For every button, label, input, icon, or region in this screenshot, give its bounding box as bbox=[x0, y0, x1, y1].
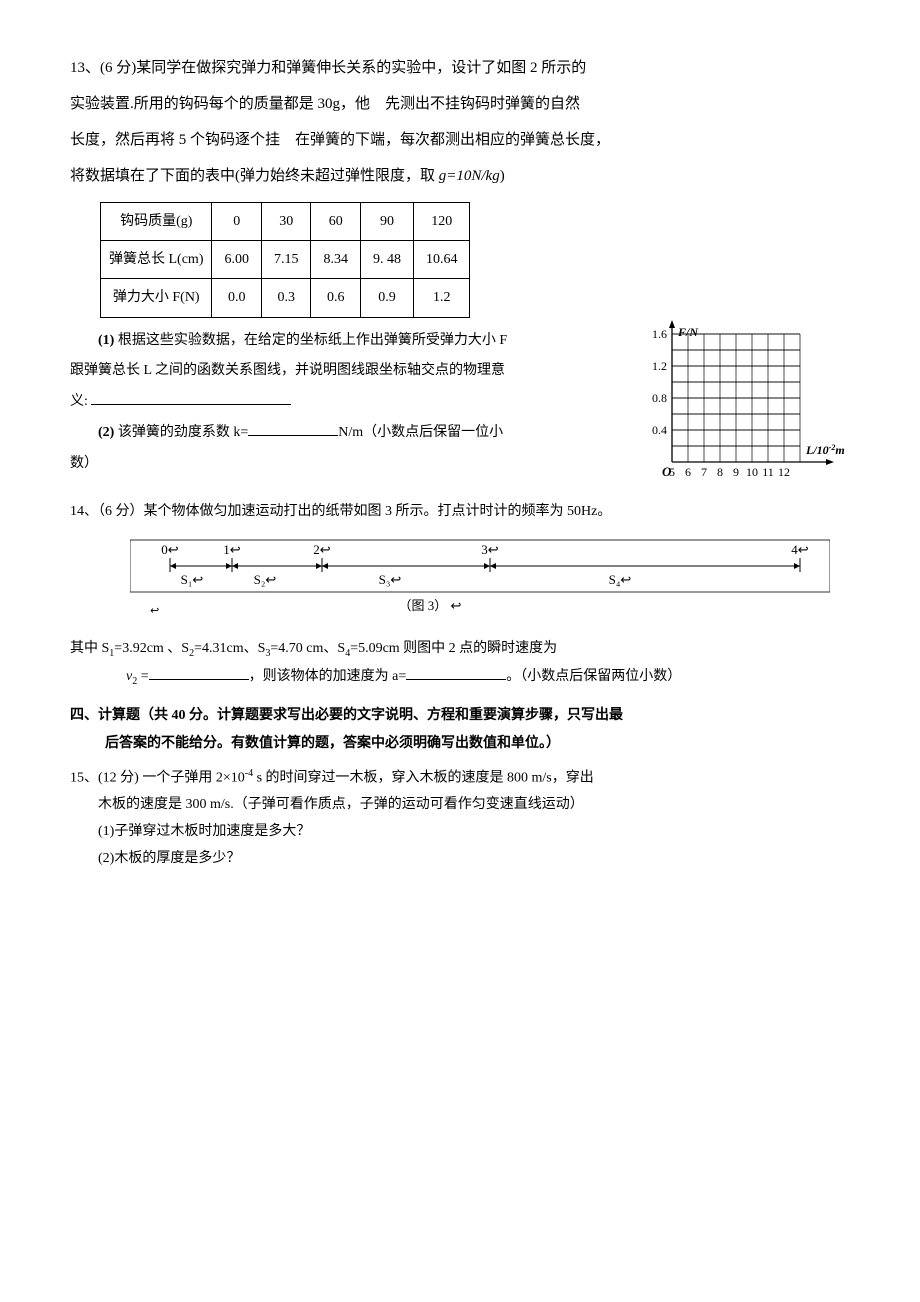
svg-text:6: 6 bbox=[685, 465, 691, 479]
q13-intro-line2: 实验装置.所用的钩码每个的质量都是 30g，他 先测出不挂钩码时弹簧的自然 bbox=[70, 86, 850, 122]
table-cell: 1.2 bbox=[413, 279, 470, 317]
svg-text:1.6: 1.6 bbox=[652, 327, 667, 341]
question-15: 15、(12 分) 一个子弹用 2×10-4 s 的时间穿过一木板，穿入木板的速… bbox=[70, 764, 850, 872]
table-cell: 钩码质量(g) bbox=[101, 203, 212, 241]
q13-part1-label: (1) bbox=[98, 333, 114, 348]
table-cell: 0.9 bbox=[360, 279, 413, 317]
q15-sub1: (1)子弹穿过木板时加速度是多大？ bbox=[98, 819, 850, 846]
blank-v2[interactable] bbox=[149, 679, 249, 680]
q13-subparts-text: (1) 根据这些实验数据，在给定的坐标纸上作出弹簧所受弹力大小 F 跟弹簧总长 … bbox=[70, 326, 610, 480]
svg-text:S₁↩: S₁↩ bbox=[181, 572, 204, 587]
q15-l1b: s 的时间穿过一木板，穿入木板的速度是 800 m/s，穿出 bbox=[253, 771, 594, 786]
svg-text:0.4: 0.4 bbox=[652, 423, 667, 437]
q13-subparts-wrapper: (1) 根据这些实验数据，在给定的坐标纸上作出弹簧所受弹力大小 F 跟弹簧总长 … bbox=[70, 326, 850, 480]
section-4-heading-l1: 四、计算题（共 40 分。计算题要求写出必要的文字说明、方程和重要演算步骤，只写… bbox=[70, 702, 850, 730]
chart-svg: 1.61.20.80.4F/NO56789101112L/10-2m bbox=[640, 320, 870, 490]
q13-part1-line3: 义: bbox=[70, 387, 610, 418]
table-cell: 0.6 bbox=[311, 279, 361, 317]
svg-text:7: 7 bbox=[701, 465, 707, 479]
table-cell: 90 bbox=[360, 203, 413, 241]
svg-text:1.2: 1.2 bbox=[652, 359, 667, 373]
q13-part1-prefix: 义: bbox=[70, 394, 91, 409]
q15-l1a: 15、(12 分) 一个子弹用 2×10 bbox=[70, 771, 245, 786]
table-cell: 弹力大小 F(N) bbox=[101, 279, 212, 317]
q13-g-var: g=10N/kg bbox=[439, 168, 500, 184]
table-cell: 120 bbox=[413, 203, 470, 241]
svg-text:8: 8 bbox=[717, 465, 723, 479]
q14-v2-eq: = bbox=[137, 669, 148, 684]
table-cell: 9. 48 bbox=[360, 241, 413, 279]
section-4-heading-l2: 后答案的不能给分。有数值计算的题，答案中必须明确写出数值和单位。） bbox=[105, 730, 850, 758]
svg-text:0↩: 0↩ bbox=[161, 542, 179, 557]
q13-part2-line2: 数） bbox=[70, 449, 610, 480]
table-cell: 0 bbox=[212, 203, 262, 241]
q13-part1-line1: (1) 根据这些实验数据，在给定的坐标纸上作出弹簧所受弹力大小 F bbox=[70, 326, 610, 357]
svg-text:L/10-2m: L/10-2m bbox=[805, 442, 845, 457]
svg-text:S₂↩: S₂↩ bbox=[254, 572, 277, 587]
q15-sup: -4 bbox=[245, 768, 253, 779]
q14-blank-line: v2 =，则该物体的加速度为 a=。（小数点后保留两位小数） bbox=[126, 663, 850, 692]
q15-l1: 15、(12 分) 一个子弹用 2×10-4 s 的时间穿过一木板，穿入木板的速… bbox=[70, 764, 850, 792]
tape-figure: 0↩ 1↩ 2↩ 3↩ 4↩ S₁↩ S₂↩ S₃↩ S₄↩ （图 3） ↩ ↩ bbox=[130, 536, 810, 627]
svg-text:9: 9 bbox=[733, 465, 739, 479]
table-cell: 60 bbox=[311, 203, 361, 241]
q13-part1-text: 根据这些实验数据，在给定的坐标纸上作出弹簧所受弹力大小 F bbox=[114, 333, 507, 348]
q13-part1-line2: 跟弹簧总长 L 之间的函数关系图线，并说明图线跟坐标轴交点的物理意 bbox=[70, 356, 610, 387]
q14-val3: =4.70 cm、S bbox=[270, 641, 345, 656]
q13-intro-line1: 13、(6 分)某同学在做探究弹力和弹簧伸长关系的实验中，设计了如图 2 所示的 bbox=[70, 50, 850, 86]
svg-text:0.8: 0.8 bbox=[652, 391, 667, 405]
svg-text:3↩: 3↩ bbox=[481, 542, 499, 557]
table-cell: 0.3 bbox=[261, 279, 311, 317]
svg-text:5: 5 bbox=[669, 465, 675, 479]
table-cell: 弹簧总长 L(cm) bbox=[101, 241, 212, 279]
q14-s-prefix: 其中 S bbox=[70, 641, 109, 656]
q13-part2-text-b: N/m（小数点后保留一位小 bbox=[338, 425, 503, 440]
spring-data-table: 钩码质量(g)0306090120弹簧总长 L(cm)6.007.158.349… bbox=[100, 202, 470, 318]
q13-intro-line3: 长度，然后再将 5 个钩码逐个挂 在弹簧的下端，每次都测出相应的弹簧总长度， bbox=[70, 122, 850, 158]
q14-a-text: ，则该物体的加速度为 a= bbox=[249, 669, 407, 684]
q14-val1: =3.92cm 、S bbox=[114, 641, 189, 656]
question-13: 13、(6 分)某同学在做探究弹力和弹簧伸长关系的实验中，设计了如图 2 所示的… bbox=[70, 50, 850, 480]
svg-text:12: 12 bbox=[778, 465, 790, 479]
q14-data-line: 其中 S1=3.92cm 、S2=4.31cm、S3=4.70 cm、S4=5.… bbox=[70, 635, 850, 664]
svg-text:S₄↩: S₄↩ bbox=[609, 572, 632, 587]
table-cell: 0.0 bbox=[212, 279, 262, 317]
q14-tail: 。（小数点后保留两位小数） bbox=[506, 669, 681, 684]
blank-a[interactable] bbox=[406, 679, 506, 680]
table-cell: 6.00 bbox=[212, 241, 262, 279]
blank-answer-1[interactable] bbox=[91, 404, 291, 405]
table-row: 弹簧总长 L(cm)6.007.158.349. 4810.64 bbox=[101, 241, 470, 279]
table-row: 弹力大小 F(N)0.00.30.60.91.2 bbox=[101, 279, 470, 317]
q13-intro-end: ) bbox=[500, 168, 505, 184]
svg-text:1↩: 1↩ bbox=[223, 542, 241, 557]
svg-text:2↩: 2↩ bbox=[313, 542, 331, 557]
svg-text:F/N: F/N bbox=[677, 325, 699, 339]
svg-text:4↩: 4↩ bbox=[791, 542, 809, 557]
q14-val4: =5.09cm 则图中 2 点的瞬时速度为 bbox=[350, 641, 557, 656]
svg-text:11: 11 bbox=[762, 465, 774, 479]
table-cell: 8.34 bbox=[311, 241, 361, 279]
table-cell: 30 bbox=[261, 203, 311, 241]
question-14: 14、（6 分）某个物体做匀加速运动打出的纸带如图 3 所示。打点计时计的频率为… bbox=[70, 498, 850, 693]
tape-svg: 0↩ 1↩ 2↩ 3↩ 4↩ S₁↩ S₂↩ S₃↩ S₄↩ （图 3） ↩ ↩ bbox=[130, 536, 830, 616]
table-cell: 7.15 bbox=[261, 241, 311, 279]
blank-answer-k[interactable] bbox=[248, 435, 338, 436]
q15-sub2: (2)木板的厚度是多少？ bbox=[98, 846, 850, 873]
q13-part2-line1: (2) 该弹簧的劲度系数 k= N/m（小数点后保留一位小 bbox=[70, 418, 610, 449]
svg-text:10: 10 bbox=[746, 465, 758, 479]
q13-intro-line4: 将数据填在了下面的表中(弹力始终未超过弹性限度，取 g=10N/kg) bbox=[70, 158, 850, 194]
svg-text:S₃↩: S₃↩ bbox=[379, 572, 402, 587]
q13-part2-text-a: 该弹簧的劲度系数 k= bbox=[114, 425, 248, 440]
q13-part2-label: (2) bbox=[98, 425, 114, 440]
table-cell: 10.64 bbox=[413, 241, 470, 279]
svg-text:（图 3） ↩: （图 3） ↩ bbox=[399, 598, 462, 613]
q14-val2: =4.31cm、S bbox=[194, 641, 265, 656]
q13-intro-l4a: 将数据填在了下面的表中(弹力始终未超过弹性限度，取 bbox=[70, 168, 439, 184]
chart-axes-grid: 1.61.20.80.4F/NO56789101112L/10-2m bbox=[640, 320, 870, 504]
svg-text:↩: ↩ bbox=[150, 605, 159, 616]
q15-l2: 木板的速度是 300 m/s.（子弹可看作质点，子弹的运动可看作匀变速直线运动） bbox=[98, 792, 850, 819]
table-row: 钩码质量(g)0306090120 bbox=[101, 203, 470, 241]
